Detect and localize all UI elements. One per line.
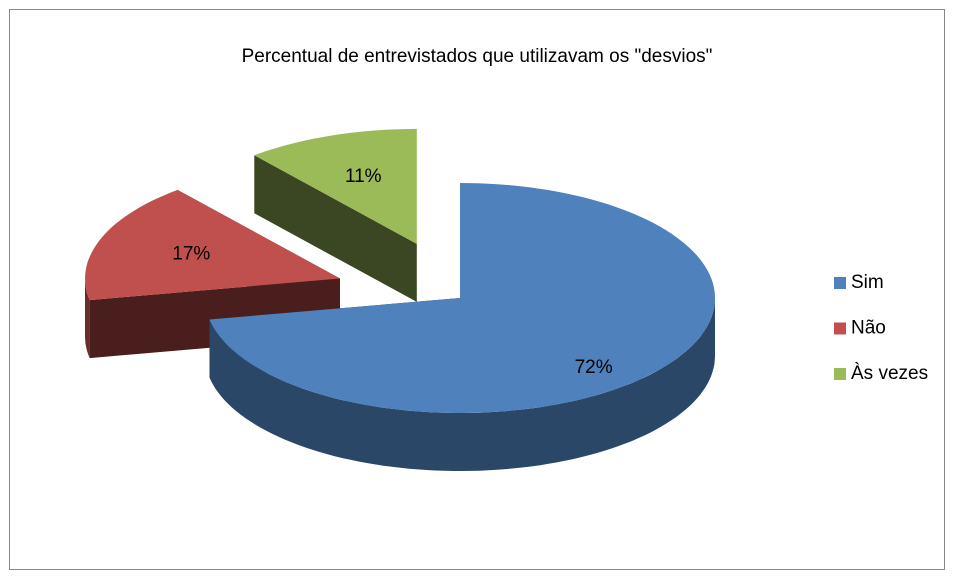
legend-label: Às vezes bbox=[851, 363, 928, 384]
data-label: 17% bbox=[172, 243, 210, 264]
legend-label: Não bbox=[851, 318, 886, 339]
chart-title: Percentual de entrevistados que utilizav… bbox=[242, 46, 713, 67]
slice bbox=[209, 183, 715, 413]
slice-wall bbox=[85, 278, 90, 359]
legend-swatch bbox=[834, 277, 846, 289]
slice bbox=[85, 189, 340, 301]
data-label: 11% bbox=[345, 166, 382, 187]
slice-side bbox=[254, 155, 417, 302]
legend-swatch bbox=[834, 322, 846, 335]
slice-wall bbox=[209, 298, 715, 471]
legend-label: Sim bbox=[851, 272, 884, 293]
slice bbox=[254, 128, 417, 244]
legend-swatch bbox=[834, 368, 846, 380]
data-label: 72% bbox=[575, 357, 613, 378]
